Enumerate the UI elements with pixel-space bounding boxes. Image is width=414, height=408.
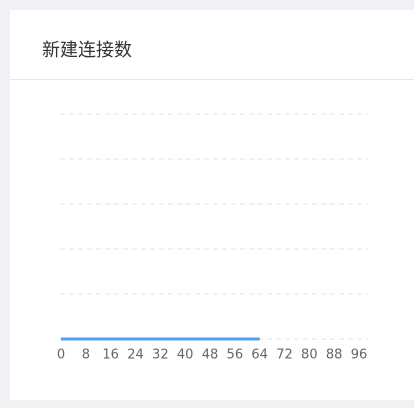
x-tick-label: 40 (177, 348, 194, 363)
x-tick-label: 48 (202, 348, 219, 363)
x-tick-label: 64 (251, 348, 268, 363)
x-tick-label: 56 (227, 348, 244, 363)
card-title: 新建连接数 (42, 40, 132, 61)
x-tick-label: 80 (301, 348, 318, 363)
x-tick-label: 8 (82, 348, 90, 363)
card-header: 新建连接数 (10, 10, 414, 80)
card: 新建连接数 (10, 10, 414, 400)
x-tick-label: 72 (276, 348, 293, 363)
x-tick-label: 16 (102, 348, 119, 363)
x-tick-label: 0 (57, 348, 65, 363)
x-tick-label: 32 (152, 348, 169, 363)
x-tick-label: 24 (127, 348, 144, 363)
x-tick-label: 88 (326, 348, 343, 363)
x-tick-label: 96 (351, 348, 368, 363)
